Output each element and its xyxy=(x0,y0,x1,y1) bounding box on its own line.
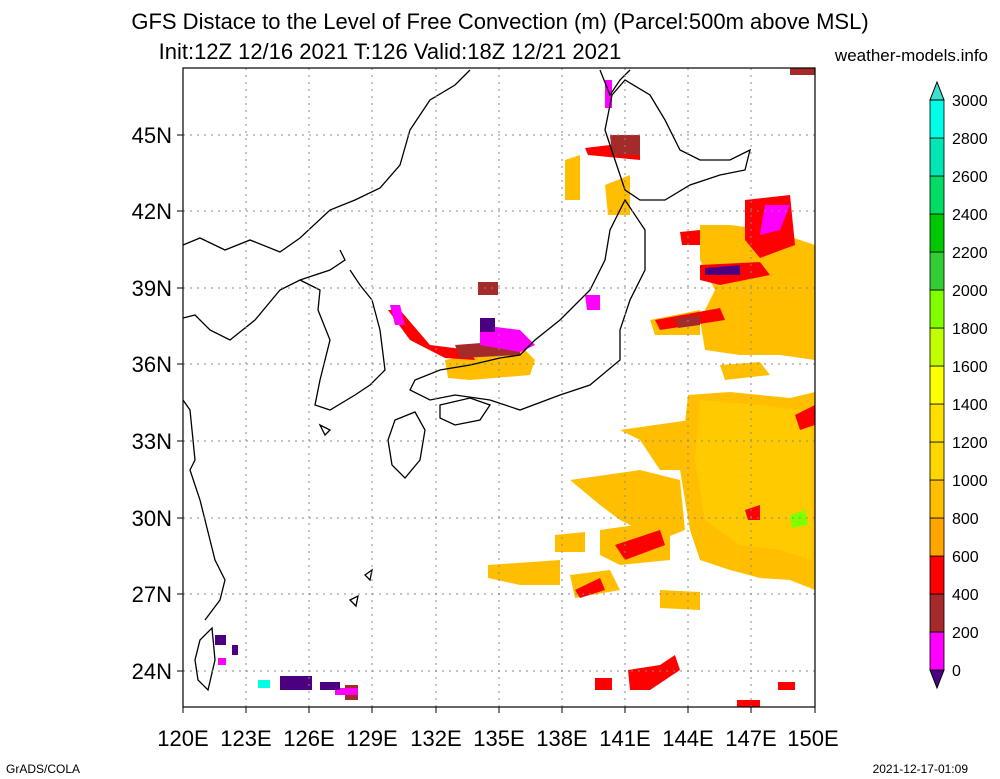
colorbar-label: 1800 xyxy=(952,321,988,338)
colorbar-swatch xyxy=(929,631,945,671)
colorbar-label: 1000 xyxy=(952,473,988,490)
colorbar-label: 2400 xyxy=(952,207,988,224)
lat-tick-label: 36N xyxy=(132,352,172,377)
colorbar-label: 3000 xyxy=(952,93,988,110)
colorbar-swatch xyxy=(929,99,945,139)
colorbar-swatch xyxy=(929,213,945,253)
lat-tick-label: 45N xyxy=(132,123,172,148)
colorbar-swatch xyxy=(929,365,945,405)
colorbar-swatch xyxy=(929,593,945,633)
longitude-axis xyxy=(182,707,816,713)
colorbar-label: 600 xyxy=(952,549,979,566)
colorbar-label: 2000 xyxy=(952,283,988,300)
source-credit: weather-models.info xyxy=(834,46,988,65)
colorbar-label: 200 xyxy=(952,625,979,642)
map-frame xyxy=(182,67,816,708)
colorbar-swatch xyxy=(929,175,945,215)
colorbar-swatch xyxy=(929,137,945,177)
colorbar-label: 1400 xyxy=(952,397,988,414)
lon-tick-label: 132E xyxy=(410,726,461,751)
lon-tick-label: 120E xyxy=(157,726,208,751)
colorbar-label: 400 xyxy=(952,587,979,604)
graticule xyxy=(183,68,815,707)
lfc-field xyxy=(215,68,815,707)
colorbar-label: 1600 xyxy=(952,359,988,376)
lon-tick-label: 150E xyxy=(787,726,838,751)
colorbar-swatch xyxy=(929,517,945,557)
lat-tick-label: 42N xyxy=(132,199,172,224)
colorbar-label: 2800 xyxy=(952,131,988,148)
colorbar-swatch xyxy=(929,403,945,443)
lon-tick-label: 135E xyxy=(473,726,524,751)
lon-tick-label: 147E xyxy=(725,726,776,751)
lon-tick-label: 144E xyxy=(662,726,713,751)
lon-tick-label: 138E xyxy=(536,726,587,751)
latitude-labels: 45N 42N 39N 36N 33N 30N 27N 24N xyxy=(132,123,172,684)
generation-timestamp: 2021-12-17-01:09 xyxy=(872,762,968,776)
tool-credit: GrADS/COLA xyxy=(6,762,81,776)
colorbar-swatch xyxy=(929,289,945,329)
lon-tick-label: 129E xyxy=(346,726,397,751)
colorbar-label: 0 xyxy=(952,663,961,680)
colorbar-label: 1200 xyxy=(952,435,988,452)
lat-tick-label: 24N xyxy=(132,659,172,684)
lon-tick-label: 126E xyxy=(283,726,334,751)
colorbar: 0 200 400 600 800 1000 1200 1400 1600 1800 2000 220… xyxy=(929,80,988,690)
lon-tick-label: 123E xyxy=(220,726,271,751)
lon-tick-label: 141E xyxy=(599,726,650,751)
colorbar-label: 2600 xyxy=(952,169,988,186)
colorbar-swatch xyxy=(929,555,945,595)
colorbar-swatch xyxy=(929,441,945,481)
colorbar-swatch xyxy=(929,327,945,367)
lat-tick-label: 27N xyxy=(132,582,172,607)
colorbar-label: 800 xyxy=(952,511,979,528)
colorbar-swatch xyxy=(929,251,945,291)
colorbar-max-triangle xyxy=(929,80,945,101)
latitude-axis xyxy=(177,134,183,672)
colorbar-swatch xyxy=(929,479,945,519)
longitude-labels: 120E 123E 126E 129E 132E 135E 138E 141E … xyxy=(157,726,838,751)
map-subtitle: Init:12Z 12/16 2021 T:126 Valid:18Z 12/2… xyxy=(158,39,622,64)
colorbar-label: 2200 xyxy=(952,245,988,262)
lat-tick-label: 30N xyxy=(132,506,172,531)
lat-tick-label: 39N xyxy=(132,276,172,301)
map-title: GFS Distace to the Level of Free Convect… xyxy=(131,9,869,34)
coastlines xyxy=(182,69,751,692)
lat-tick-label: 33N xyxy=(132,429,172,454)
colorbar-min-triangle xyxy=(929,669,945,690)
